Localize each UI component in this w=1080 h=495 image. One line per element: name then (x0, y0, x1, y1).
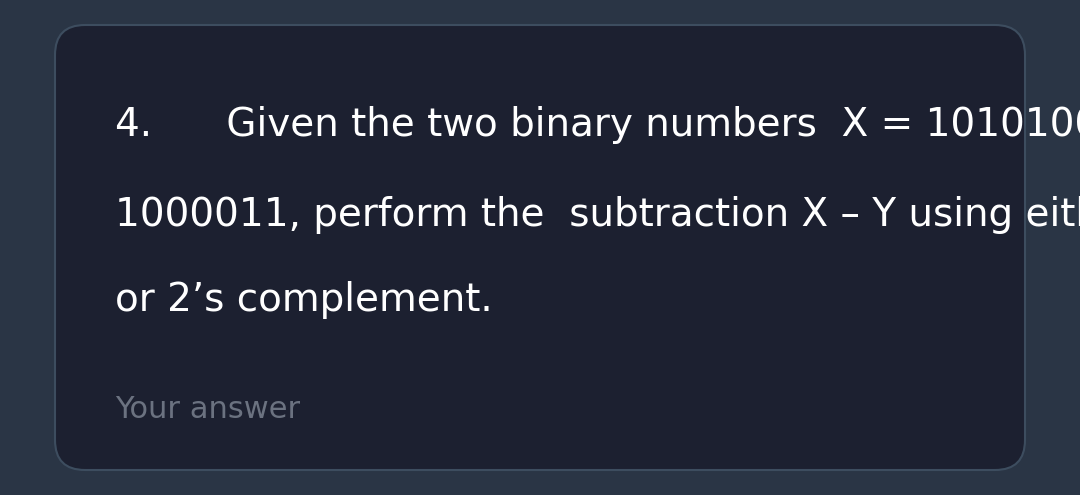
Text: or 2’s complement.: or 2’s complement. (114, 281, 492, 319)
FancyBboxPatch shape (55, 25, 1025, 470)
Text: Your answer: Your answer (114, 396, 300, 425)
Text: 1000011, perform the  subtraction X – Y using either 1’s: 1000011, perform the subtraction X – Y u… (114, 196, 1080, 234)
Text: 4.      Given the two binary numbers  X = 1010100 and Y =: 4. Given the two binary numbers X = 1010… (114, 106, 1080, 144)
